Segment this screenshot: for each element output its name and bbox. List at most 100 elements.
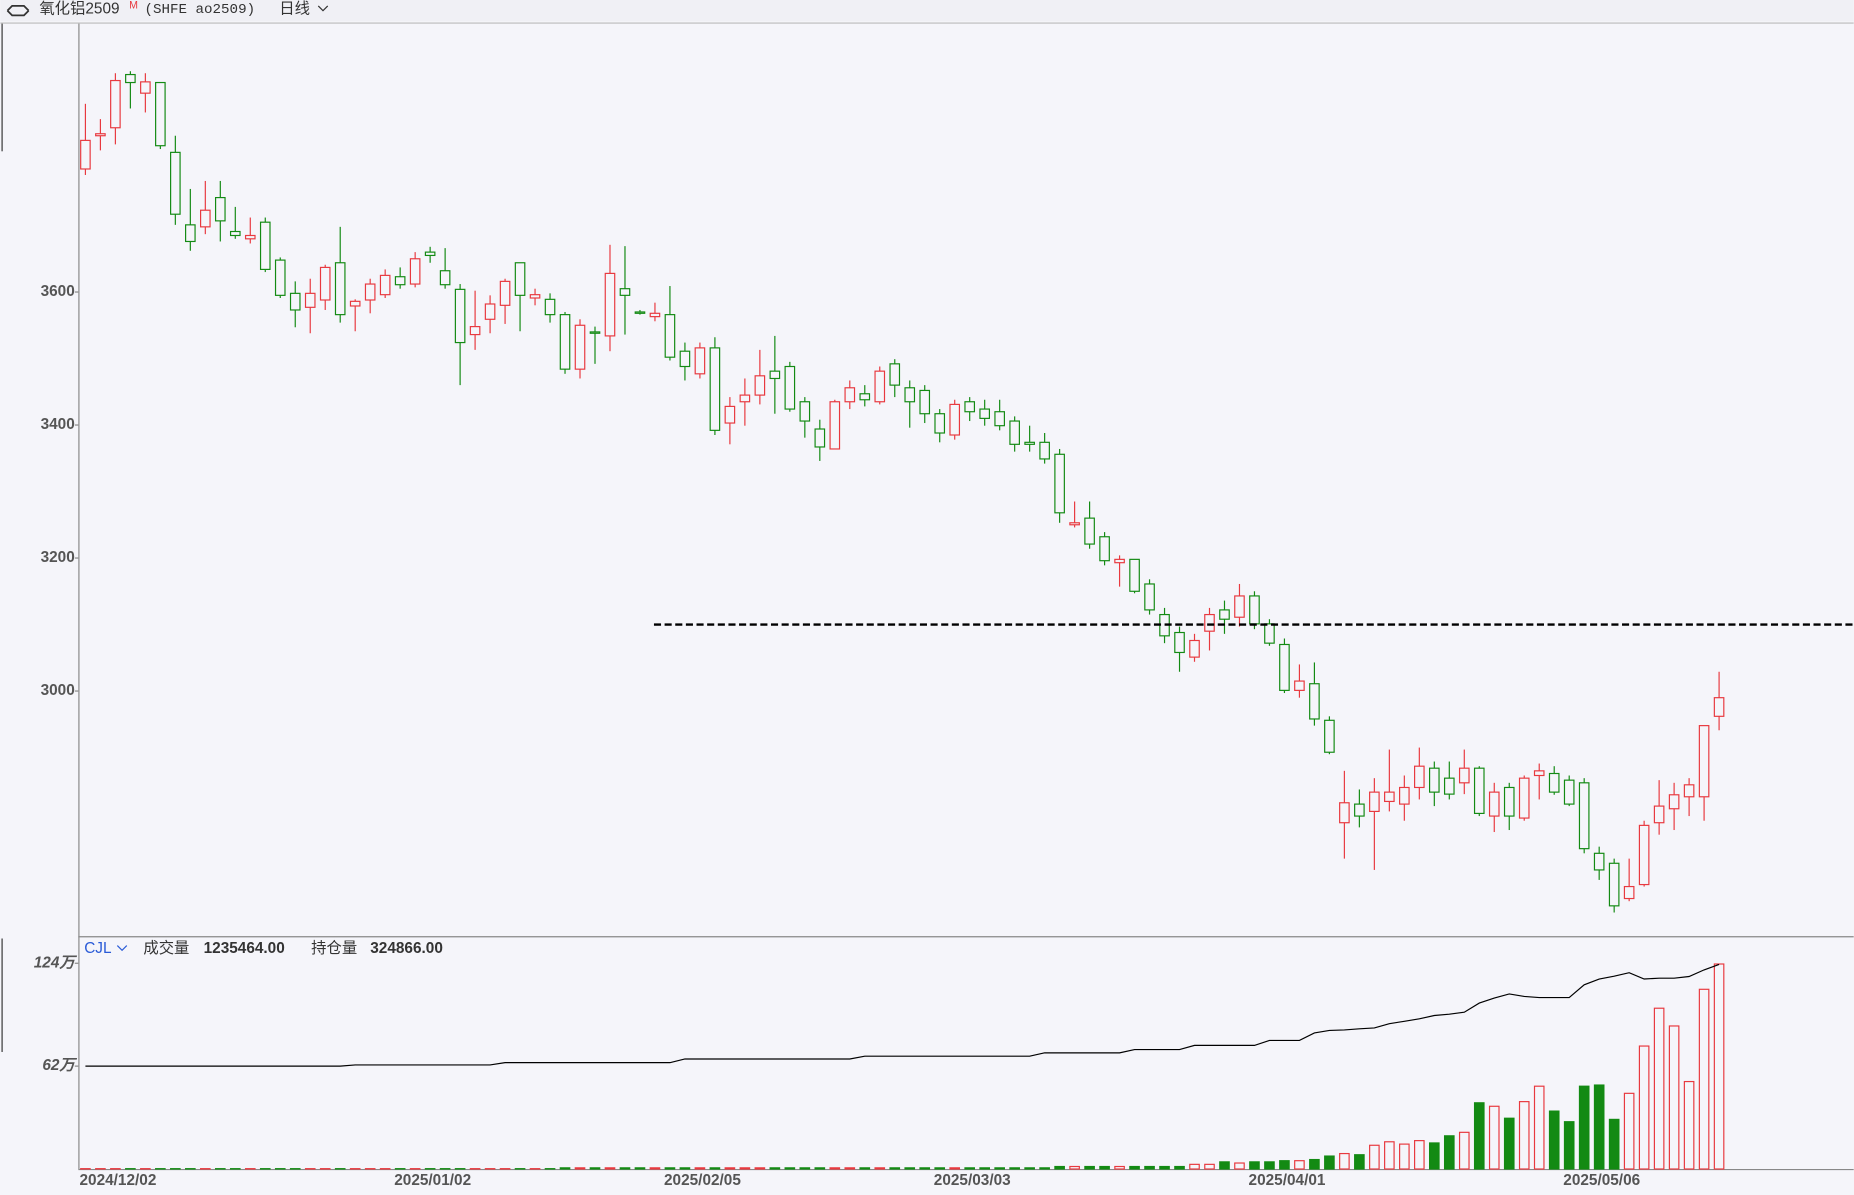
candle-body (1503, 786, 1515, 817)
candle-body (274, 259, 286, 296)
candle-body (1713, 697, 1725, 717)
volume-bar (1054, 1165, 1065, 1170)
candle-body (1653, 805, 1665, 824)
legend-value: 1235464.00 (204, 940, 285, 957)
x-tick-label: 2025/01/02 (394, 1172, 471, 1189)
volume-bar (979, 1167, 991, 1170)
candle-body (619, 288, 631, 296)
candle-body (110, 79, 121, 129)
x-tick-label: 2025/05/06 (1563, 1172, 1640, 1189)
open-interest-line (85, 963, 1720, 1067)
volume-bar (964, 1167, 976, 1170)
volume-bar (1204, 1163, 1215, 1170)
candle-body (829, 401, 841, 450)
volume-bar (889, 1167, 901, 1170)
volume-bar (1234, 1162, 1245, 1170)
candle-body (1518, 777, 1530, 819)
link-icon (6, 5, 30, 17)
volume-bar (1683, 1080, 1695, 1170)
volume-bar (1623, 1092, 1635, 1170)
volume-bar (1294, 1160, 1305, 1170)
x-tick-label: 2024/12/02 (80, 1172, 157, 1189)
candle-body (664, 314, 676, 358)
volume-bar (1548, 1110, 1560, 1170)
candle-body (1443, 777, 1455, 795)
candle-body (1593, 852, 1605, 871)
volume-bar (1264, 1161, 1275, 1170)
candle-body (1638, 824, 1650, 886)
candle-body (304, 292, 316, 308)
volume-bar (1638, 1045, 1650, 1170)
candle-body (1264, 623, 1275, 644)
volume-bar (874, 1167, 886, 1170)
candle-body (1608, 862, 1620, 907)
candle-body (1578, 782, 1590, 850)
candle-body (1458, 767, 1470, 784)
candle-body (799, 401, 811, 422)
period-selector[interactable]: 日线 (279, 0, 310, 18)
volume-bar (949, 1167, 961, 1170)
y-tick-label: 3200 (41, 549, 75, 566)
candle-body (469, 326, 481, 336)
volume-bar (1533, 1085, 1545, 1170)
candle-body (95, 133, 106, 137)
candle-body (589, 331, 601, 334)
candle-body (319, 266, 331, 301)
volume-bar (919, 1167, 931, 1170)
candle-body (409, 258, 421, 285)
candle-body (1294, 680, 1305, 691)
candle-body (349, 300, 361, 307)
title-badge: M (129, 0, 138, 12)
volume-bar (769, 1167, 781, 1170)
candle-body (259, 221, 271, 270)
candle-body (1234, 595, 1245, 618)
period-dropdown-arrow[interactable] (317, 5, 329, 12)
volume-bar (1369, 1144, 1380, 1170)
x-tick-label: 2025/02/05 (664, 1172, 741, 1189)
candle-body (229, 230, 241, 237)
candle-body (1144, 583, 1155, 611)
candle-body (904, 387, 916, 403)
candle-body (1548, 772, 1560, 793)
candle-body (634, 311, 646, 314)
volume-bar (1488, 1105, 1500, 1170)
candle-body (125, 73, 136, 84)
candle-body (1069, 522, 1080, 526)
candle-body (1009, 420, 1020, 445)
volume-bar (1219, 1161, 1230, 1170)
candle-body (454, 288, 466, 344)
candle-body (1129, 558, 1140, 592)
volume-bar (1339, 1152, 1350, 1170)
volume-bar (634, 1167, 646, 1170)
volume-bar (1069, 1165, 1080, 1170)
indicator-dropdown-arrow[interactable] (116, 945, 128, 952)
candle-body (334, 262, 346, 316)
candle-body (1533, 770, 1545, 777)
candle-body (1084, 517, 1095, 545)
candle-body (1309, 683, 1320, 720)
indicator-selector[interactable]: CJL (84, 940, 112, 957)
candle-body (679, 350, 691, 368)
volume-bar (904, 1167, 916, 1170)
candle-body (1339, 802, 1350, 824)
x-tick-label: 2025/03/03 (934, 1172, 1011, 1189)
volume-bar (1009, 1167, 1020, 1170)
candle-body (424, 251, 436, 257)
candle-body (844, 387, 856, 403)
candle-body (1698, 725, 1710, 798)
candle-body (514, 262, 526, 296)
volume-bar (799, 1167, 811, 1170)
candle-body (1683, 784, 1695, 798)
volume-bar (559, 1167, 571, 1170)
volume-bar (844, 1167, 856, 1170)
candle-body (1189, 639, 1200, 658)
candle-body (394, 276, 406, 286)
volume-bar (604, 1167, 616, 1170)
volume-bar (934, 1167, 946, 1170)
volume-bar (859, 1167, 871, 1170)
candle-body (200, 209, 211, 228)
candle-body (979, 408, 991, 419)
candle-body (769, 370, 781, 380)
volume-bar (1174, 1165, 1185, 1170)
